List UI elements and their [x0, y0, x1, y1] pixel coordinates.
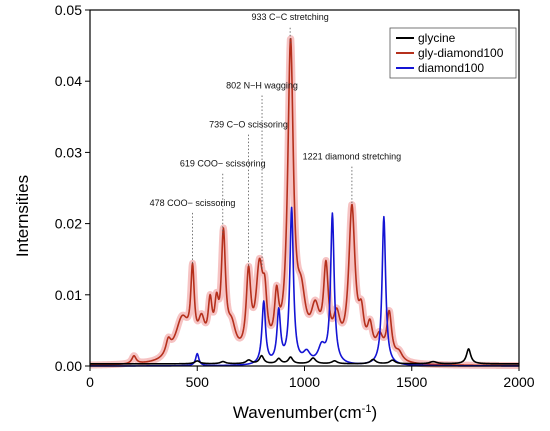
x-tick-label: 0 — [86, 374, 94, 390]
y-tick-label: 0.00 — [55, 358, 82, 374]
y-tick-label: 0.04 — [55, 73, 82, 89]
x-axis-title: Wavenumber(cm-1) — [233, 403, 377, 422]
x-tick-label: 2000 — [503, 374, 534, 390]
annotation-label: 1221 diamond stretching — [303, 152, 402, 162]
y-tick-label: 0.05 — [55, 2, 82, 18]
series-line-gly-diamond100 — [89, 37, 520, 367]
y-axis-title: Internsities — [13, 175, 32, 257]
y-tick-label: 0.01 — [55, 287, 82, 303]
x-tick-label: 1500 — [396, 374, 427, 390]
annotation-label: 933 C−C stretching — [251, 12, 328, 22]
annotations: 933 C−C stretching 802 N−H wagging 739 C−O… — [150, 12, 402, 271]
axes: 0 500 1000 1500 2000 0.00 0.01 0.02 0.03 0.04 0.05 — [55, 2, 535, 390]
annotation-label: 619 COO− scissoring — [180, 159, 266, 169]
legend-item-diamond100: diamond100 — [396, 61, 484, 75]
x-axis-title-suffix: ) — [371, 403, 377, 422]
series-line-glycine — [89, 348, 520, 365]
x-axis-title-superscript: -1 — [362, 403, 372, 415]
legend-label-gly-diamond100: gly-diamond100 — [418, 46, 504, 60]
x-axis-title-main: Wavenumber(cm — [233, 403, 362, 422]
legend-item-glycine: glycine — [396, 31, 456, 45]
y-tick-label: 0.02 — [55, 216, 82, 232]
y-tick-label: 0.03 — [55, 144, 82, 160]
legend-item-gly-diamond100: gly-diamond100 — [396, 46, 504, 60]
annotation-label: 739 C−O scissoring — [209, 119, 288, 129]
x-tick-label: 500 — [186, 374, 210, 390]
annotation-label: 802 N−H wagging — [226, 80, 298, 90]
annotation-label: 478 COO− scissoring — [150, 198, 236, 208]
legend-label-glycine: glycine — [418, 31, 456, 45]
x-tick-label: 1000 — [289, 374, 320, 390]
legend: glycine gly-diamond100 diamond100 — [389, 27, 517, 79]
legend-label-diamond100: diamond100 — [418, 61, 484, 75]
